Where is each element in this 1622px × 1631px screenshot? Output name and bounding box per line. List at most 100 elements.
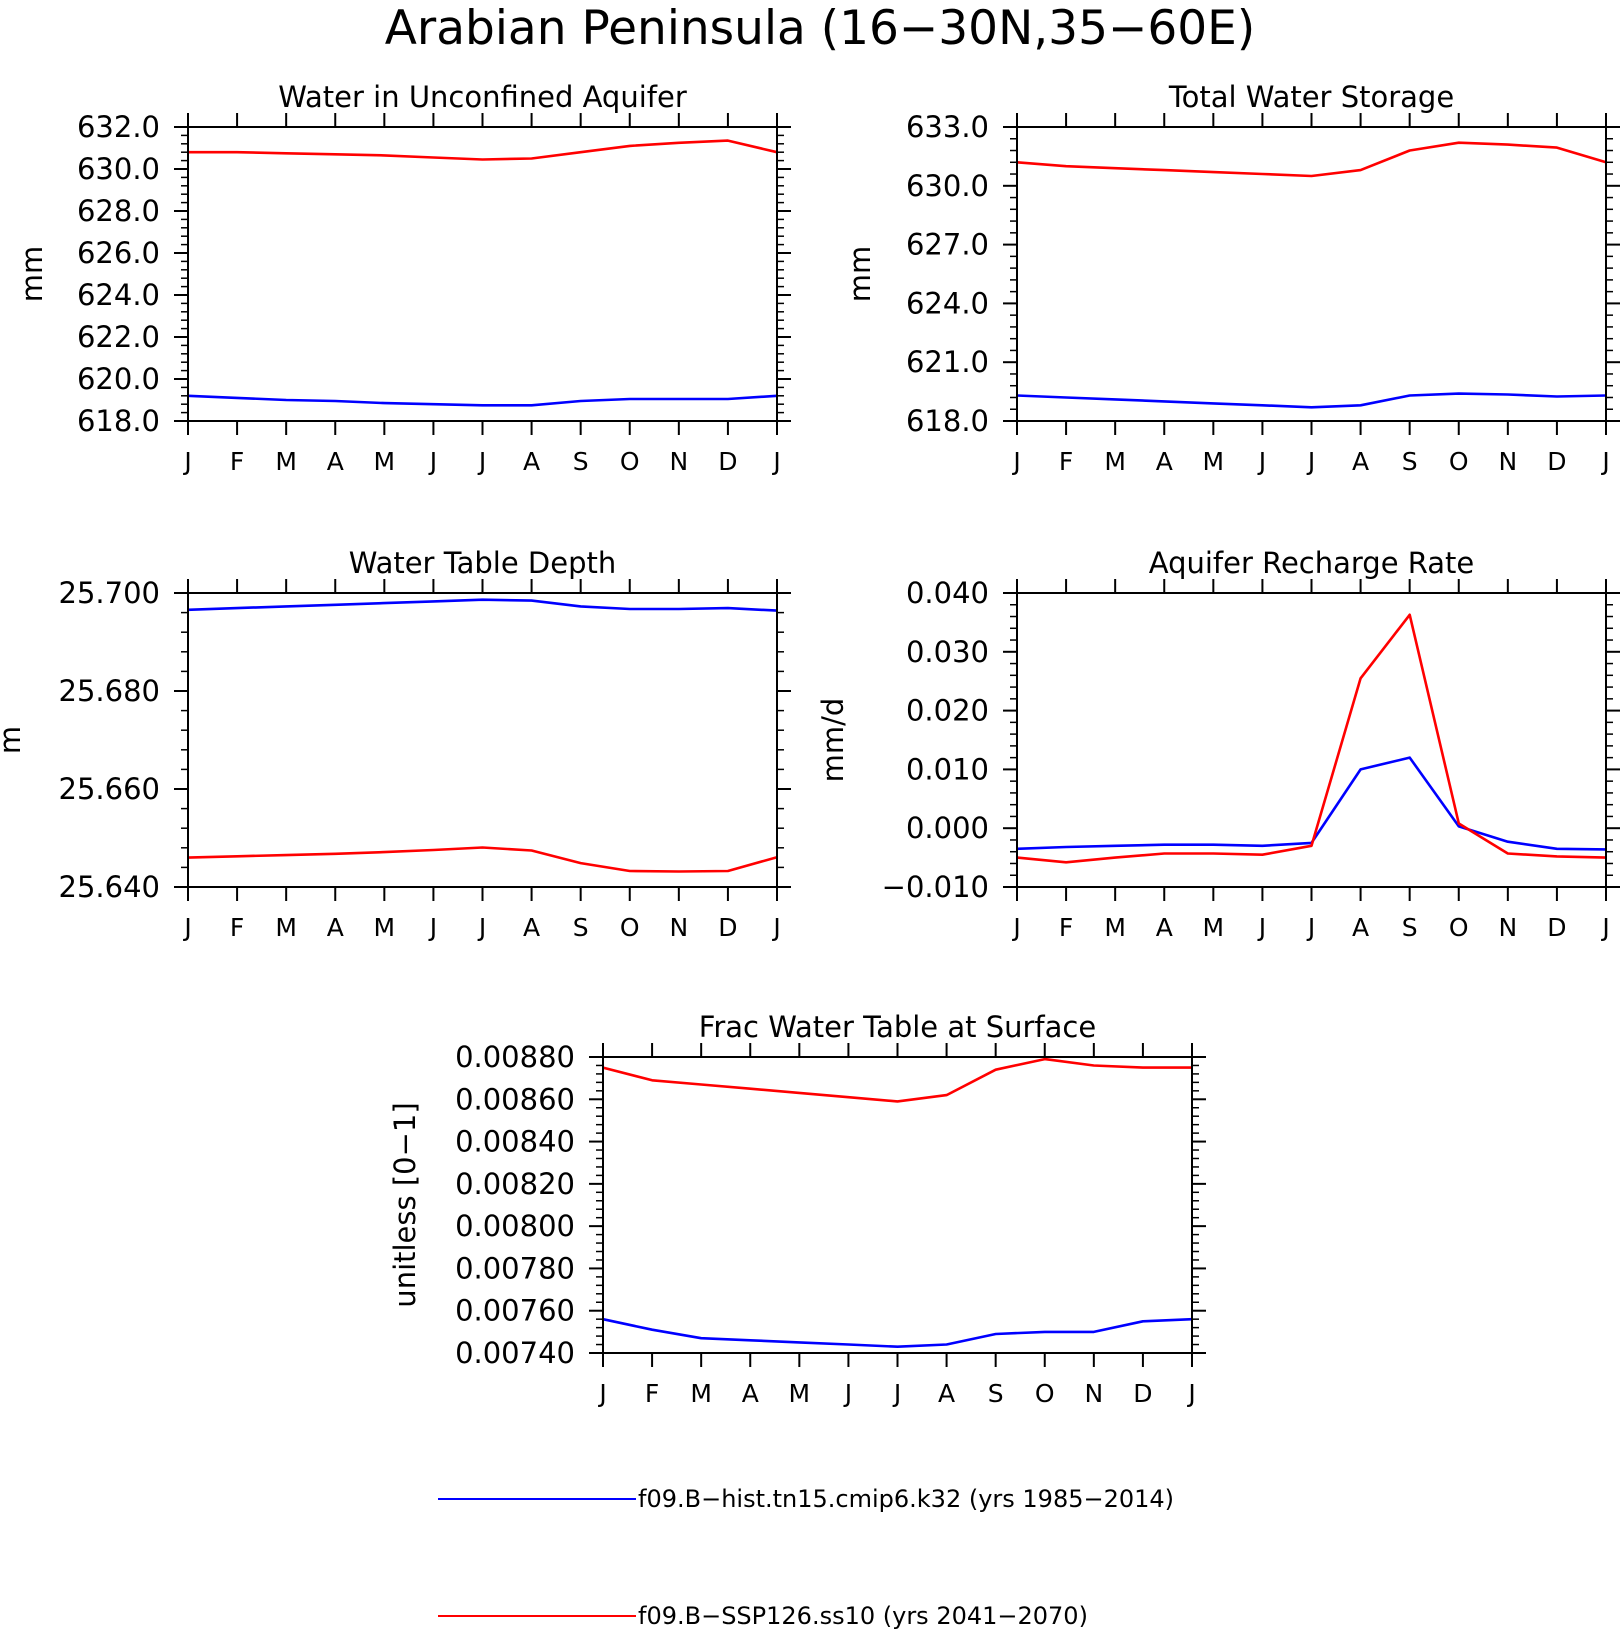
water-table-depth-ytick-label: 25.660 xyxy=(59,772,160,806)
aquifer-recharge-rate-series-ssp126 xyxy=(1016,613,1607,864)
chart-water-in-unconfined-aquifer: J F M A M J J A S O N D J 618.0 620.0 622.0 624.0 626.0 62… xyxy=(15,80,791,476)
water-in-unconfined-aquifer-ytick-label: 618.0 xyxy=(77,404,160,438)
water-in-unconfined-aquifer-xtick-label: N xyxy=(669,447,688,476)
water-table-depth-xtick-label: J xyxy=(428,913,437,942)
total-water-storage-xtick-label: O xyxy=(1449,447,1469,476)
total-water-storage-series-hist xyxy=(1016,392,1607,409)
water-in-unconfined-aquifer-xtick-label: D xyxy=(718,447,737,476)
aquifer-recharge-rate-xtick-label: N xyxy=(1498,913,1517,942)
frac-water-table-at-surface-ytick-label: 0.00760 xyxy=(455,1294,575,1328)
water-in-unconfined-aquifer-xtick-label: M xyxy=(275,447,297,476)
frac-water-table-at-surface-ytick-label: 0.00740 xyxy=(455,1336,575,1370)
water-table-depth-xtick-label: M xyxy=(275,913,297,942)
frac-water-table-at-surface-xtick-label: A xyxy=(938,1379,955,1408)
frac-water-table-at-surface-ytick-label: 0.00820 xyxy=(455,1167,575,1201)
total-water-storage-xtick-label: J xyxy=(1600,447,1609,476)
chart-frac-water-table-at-surface: J F M A M J J A S O N D J 0.00740 0.00760 0.00780 0.0080… xyxy=(388,1010,1206,1408)
total-water-storage-frame xyxy=(1016,126,1607,422)
frac-water-table-at-surface-xtick-label: M xyxy=(789,1379,811,1408)
total-water-storage-xtick-label: A xyxy=(1352,447,1369,476)
water-table-depth-xtick-label: J xyxy=(182,913,191,942)
water-table-depth-xtick-label: A xyxy=(523,913,540,942)
frac-water-table-at-surface-xtick-label: M xyxy=(690,1379,712,1408)
total-water-storage-xtick-label: N xyxy=(1498,447,1517,476)
aquifer-recharge-rate-ytick-label: 0.020 xyxy=(906,694,989,728)
aquifer-recharge-rate-xtick-label: J xyxy=(1600,913,1609,942)
legend: f09.B−hist.tn15.cmip6.k32 (yrs 1985−2014… xyxy=(438,1485,1174,1630)
aquifer-recharge-rate-xtick-label: M xyxy=(1203,913,1225,942)
water-table-depth-xtick-label: A xyxy=(327,913,344,942)
water-in-unconfined-aquifer-ytick-label: 622.0 xyxy=(77,320,160,354)
water-table-depth-series-ssp126 xyxy=(187,846,778,873)
water-in-unconfined-aquifer-xtick-label: M xyxy=(374,447,396,476)
water-in-unconfined-aquifer-xtick-label: O xyxy=(620,447,640,476)
total-water-storage-xtick-label: S xyxy=(1402,447,1418,476)
frac-water-table-at-surface-xtick-label: F xyxy=(645,1379,659,1408)
water-table-depth-xtick-label: O xyxy=(620,913,640,942)
aquifer-recharge-rate-ytick-label: 0.000 xyxy=(906,811,989,845)
aquifer-recharge-rate-ylabel: mm/d xyxy=(816,698,850,783)
total-water-storage-ytick-label: 630.0 xyxy=(906,169,989,203)
frac-water-table-at-surface-xtick-label: D xyxy=(1133,1379,1152,1408)
water-table-depth-title: Water Table Depth xyxy=(349,546,617,580)
frac-water-table-at-surface-xtick-label: O xyxy=(1035,1379,1055,1408)
frac-water-table-at-surface-xtick-label: N xyxy=(1084,1379,1103,1408)
water-in-unconfined-aquifer-xtick-label: A xyxy=(327,447,344,476)
water-in-unconfined-aquifer-ytick-label: 626.0 xyxy=(77,236,160,270)
aquifer-recharge-rate-ytick-label: 0.010 xyxy=(906,752,989,786)
water-in-unconfined-aquifer-xtick-label: J xyxy=(428,447,437,476)
aquifer-recharge-rate-xtick-label: M xyxy=(1104,913,1126,942)
water-table-depth-ylabel: m xyxy=(0,726,27,754)
legend-label-hist: f09.B−hist.tn15.cmip6.k32 (yrs 1985−2014… xyxy=(638,1485,1174,1513)
water-in-unconfined-aquifer-ytick-label: 630.0 xyxy=(77,152,160,186)
water-in-unconfined-aquifer-frame xyxy=(187,126,778,422)
total-water-storage-ytick-label: 627.0 xyxy=(906,228,989,262)
water-table-depth-xtick-label: M xyxy=(374,913,396,942)
water-in-unconfined-aquifer-xtick-label: F xyxy=(230,447,244,476)
frac-water-table-at-surface-xtick-label: J xyxy=(597,1379,606,1408)
water-table-depth-xtick-label: S xyxy=(573,913,589,942)
frac-water-table-at-surface-ylabel: unitless [0−1] xyxy=(388,1102,422,1307)
total-water-storage-xtick-label: A xyxy=(1156,447,1173,476)
water-in-unconfined-aquifer-xtick-label: S xyxy=(573,447,589,476)
water-in-unconfined-aquifer-series-hist xyxy=(187,394,778,407)
frac-water-table-at-surface-ytick-label: 0.00780 xyxy=(455,1251,575,1285)
figure-title: Arabian Peninsula (16−30N,35−60E) xyxy=(385,1,1255,56)
water-table-depth-xtick-label: N xyxy=(669,913,688,942)
frac-water-table-at-surface-ytick-label: 0.00880 xyxy=(455,1040,575,1074)
aquifer-recharge-rate-xtick-label: J xyxy=(1011,913,1020,942)
aquifer-recharge-rate-xtick-label: A xyxy=(1352,913,1369,942)
frac-water-table-at-surface-ytick-label: 0.00860 xyxy=(455,1082,575,1116)
aquifer-recharge-rate-series-hist xyxy=(1016,756,1607,851)
aquifer-recharge-rate-xtick-label: D xyxy=(1547,913,1566,942)
frac-water-table-at-surface-series-hist xyxy=(602,1317,1193,1348)
water-table-depth-series-hist xyxy=(187,598,778,612)
aquifer-recharge-rate-xtick-label: S xyxy=(1402,913,1418,942)
aquifer-recharge-rate-xtick-label: O xyxy=(1449,913,1469,942)
water-table-depth-ytick-label: 25.640 xyxy=(59,870,160,904)
total-water-storage-xtick-label: M xyxy=(1104,447,1126,476)
total-water-storage-ytick-label: 618.0 xyxy=(906,404,989,438)
total-water-storage-xtick-label: J xyxy=(1306,447,1315,476)
legend-label-ssp: f09.B−SSP126.ss10 (yrs 2041−2070) xyxy=(638,1602,1088,1630)
water-in-unconfined-aquifer-ylabel: mm xyxy=(15,246,49,303)
aquifer-recharge-rate-xtick-label: A xyxy=(1156,913,1173,942)
aquifer-recharge-rate-ytick-label: 0.030 xyxy=(906,635,989,669)
total-water-storage-xtick-label: J xyxy=(1257,447,1266,476)
total-water-storage-xtick-label: M xyxy=(1203,447,1225,476)
water-table-depth-frame xyxy=(187,592,778,888)
frac-water-table-at-surface-ytick-label: 0.00800 xyxy=(455,1209,575,1243)
frac-water-table-at-surface-xtick-label: S xyxy=(988,1379,1004,1408)
total-water-storage-xtick-label: F xyxy=(1059,447,1073,476)
water-in-unconfined-aquifer-ytick-label: 620.0 xyxy=(77,362,160,396)
total-water-storage-series-ssp126 xyxy=(1016,141,1607,178)
frac-water-table-at-surface-xtick-label: J xyxy=(843,1379,852,1408)
water-in-unconfined-aquifer-ytick-label: 632.0 xyxy=(77,110,160,144)
frac-water-table-at-surface-xtick-label: J xyxy=(1186,1379,1195,1408)
water-in-unconfined-aquifer-ytick-label: 628.0 xyxy=(77,194,160,228)
aquifer-recharge-rate-xtick-label: J xyxy=(1306,913,1315,942)
aquifer-recharge-rate-xtick-label: J xyxy=(1257,913,1266,942)
water-table-depth-xtick-label: J xyxy=(771,913,780,942)
aquifer-recharge-rate-ytick-label: −0.010 xyxy=(882,870,989,904)
